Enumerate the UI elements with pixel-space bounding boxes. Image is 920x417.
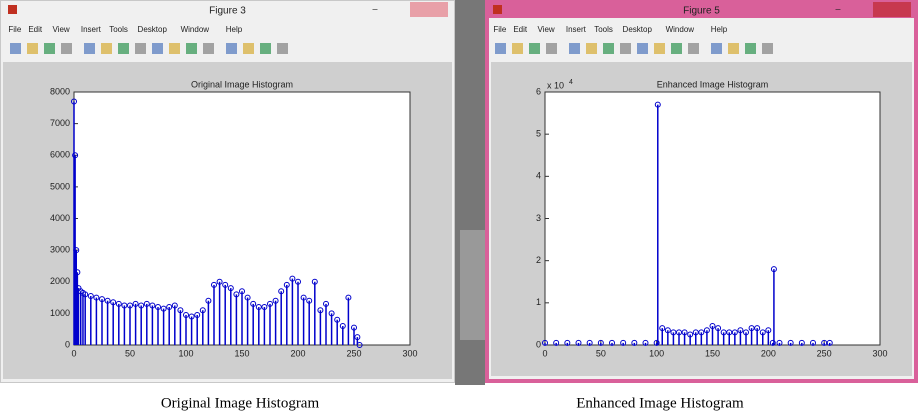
y-tick-label: 3000 [50, 245, 70, 255]
toolbar-button[interactable] [169, 43, 180, 54]
y-tick-label: 1 [536, 297, 541, 307]
y-scale-label: x 10 [547, 80, 564, 90]
x-tick-label: 0 [71, 348, 76, 358]
menu-item[interactable]: Help [226, 25, 243, 34]
toolbar-button[interactable] [243, 43, 254, 54]
menu-item[interactable]: Window [181, 25, 210, 34]
toolbar-button[interactable] [495, 43, 506, 54]
y-tick-label: 5000 [50, 181, 70, 191]
toolbar-button[interactable] [529, 43, 540, 54]
menu-item[interactable]: Edit [513, 25, 528, 34]
background-image [460, 230, 485, 340]
toolbar-button[interactable] [620, 43, 631, 54]
menu-item[interactable]: File [8, 25, 21, 34]
toolbar-button[interactable] [61, 43, 72, 54]
x-tick-label: 100 [178, 348, 193, 358]
toolbar-button[interactable] [603, 43, 614, 54]
toolbar-button[interactable] [10, 43, 21, 54]
menu-item[interactable]: Window [666, 25, 695, 34]
toolbar-button[interactable] [226, 43, 237, 54]
screen: Figure 3 – File Edit View Insert Tools Desktop W… [0, 0, 920, 417]
window-icon [8, 5, 17, 14]
x-tick-label: 50 [125, 348, 135, 358]
toolbar-button[interactable] [152, 43, 163, 54]
menu-item[interactable]: Tools [109, 25, 128, 34]
x-tick-label: 200 [761, 348, 776, 358]
toolbar-button[interactable] [44, 43, 55, 54]
menu-item[interactable]: Insert [81, 25, 102, 34]
y-tick-label: 7000 [50, 118, 70, 128]
y-tick-label: 6000 [50, 150, 70, 160]
y-tick-label: 8000 [50, 86, 70, 96]
toolbar-button[interactable] [688, 43, 699, 54]
toolbar-button[interactable] [762, 43, 773, 54]
chart-title: Enhanced Image Histogram [657, 79, 769, 89]
caption: Original Image Histogram [161, 395, 320, 411]
window-title: Figure 5 [683, 6, 720, 17]
toolbar-button[interactable] [260, 43, 271, 54]
x-tick-label: 100 [649, 348, 664, 358]
menu-item[interactable]: Help [711, 25, 728, 34]
x-tick-label: 150 [234, 348, 249, 358]
toolbar-button[interactable] [186, 43, 197, 54]
menu-item[interactable]: Desktop [138, 25, 168, 34]
toolbar-button[interactable] [569, 43, 580, 54]
menu-item[interactable]: Tools [594, 25, 613, 34]
x-tick-label: 300 [402, 348, 417, 358]
x-tick-label: 250 [817, 348, 832, 358]
chart-title: Original Image Histogram [191, 79, 293, 89]
toolbar-button[interactable] [728, 43, 739, 54]
x-tick-label: 50 [596, 348, 606, 358]
x-tick-label: 0 [542, 348, 547, 358]
toolbar-button[interactable] [203, 43, 214, 54]
menu-item[interactable]: Edit [28, 25, 43, 34]
caption: Enhanced Image Histogram [576, 395, 744, 411]
y-tick-label: 0 [536, 339, 541, 349]
toolbar-button[interactable] [671, 43, 682, 54]
window-icon [493, 5, 502, 14]
y-scale-exponent: 4 [569, 79, 573, 86]
toolbar-button[interactable] [586, 43, 597, 54]
minimize-button[interactable]: – [372, 3, 377, 13]
menu-item[interactable]: View [53, 25, 70, 34]
x-tick-label: 300 [872, 348, 887, 358]
toolbar-button[interactable] [637, 43, 648, 54]
y-tick-label: 2000 [50, 276, 70, 286]
toolbar-button[interactable] [84, 43, 95, 54]
y-tick-label: 4 [536, 171, 541, 181]
plot-area [545, 92, 880, 345]
menu-item[interactable]: View [538, 25, 555, 34]
toolbar-button[interactable] [135, 43, 146, 54]
toolbar-button[interactable] [711, 43, 722, 54]
minimize-button[interactable]: – [835, 3, 840, 13]
toolbar-button[interactable] [101, 43, 112, 54]
toolbar-button[interactable] [546, 43, 557, 54]
y-tick-label: 6 [536, 86, 541, 96]
toolbar-button[interactable] [745, 43, 756, 54]
toolbar-button[interactable] [512, 43, 523, 54]
window-title: Figure 3 [209, 6, 246, 17]
y-tick-label: 2 [536, 255, 541, 265]
menu-item[interactable]: Desktop [623, 25, 653, 34]
x-tick-label: 200 [290, 348, 305, 358]
y-tick-label: 1000 [50, 308, 70, 318]
y-tick-label: 3 [536, 213, 541, 223]
close-button[interactable] [873, 2, 911, 17]
toolbar-button[interactable] [27, 43, 38, 54]
menu-item[interactable]: Insert [566, 25, 587, 34]
page: Figure 3 – File Edit View Insert Tools Desktop W… [0, 0, 920, 417]
menu-item[interactable]: File [493, 25, 506, 34]
toolbar-button[interactable] [654, 43, 665, 54]
x-tick-label: 150 [705, 348, 720, 358]
toolbar-button[interactable] [277, 43, 288, 54]
x-tick-label: 250 [346, 348, 361, 358]
y-tick-label: 4000 [50, 213, 70, 223]
close-button[interactable] [410, 2, 448, 17]
toolbar-button[interactable] [118, 43, 129, 54]
y-tick-label: 0 [65, 339, 70, 349]
y-tick-label: 5 [536, 129, 541, 139]
